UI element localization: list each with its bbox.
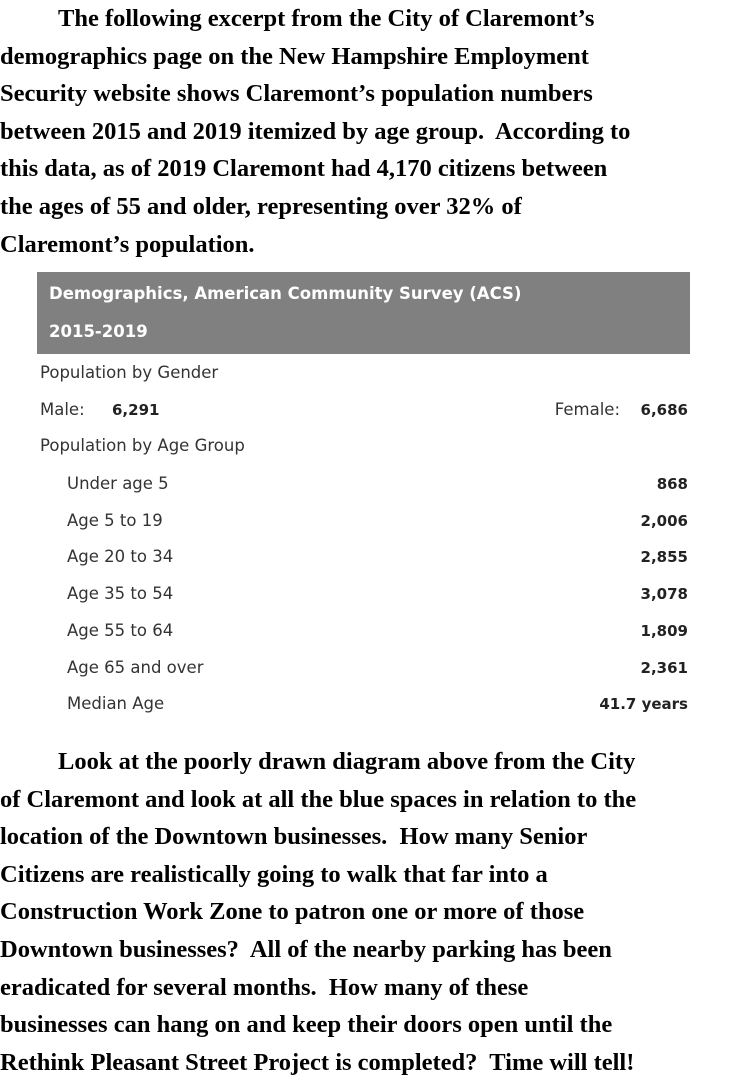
paragraph-line: this data, as of 2019 Claremont had 4,17… <box>0 155 608 183</box>
paragraph-line: location of the Downtown businesses. How… <box>0 823 588 851</box>
age-label: Age 35 to 54 <box>67 584 174 604</box>
paragraph-line: Claremont’s population. <box>0 230 255 258</box>
age-value: 2,855 <box>640 548 688 567</box>
age-label: Age 55 to 64 <box>67 620 174 640</box>
table-header-text: 2015-2019 <box>49 322 148 341</box>
field-label: Male: <box>40 400 85 419</box>
paragraph-line: between 2015 and 2019 itemized by age gr… <box>0 117 631 145</box>
age-value: 868 <box>656 475 688 493</box>
section-label: Population by Gender <box>40 363 219 382</box>
paragraph-line: Downtown businesses? All of the nearby p… <box>0 936 612 963</box>
paragraph-line: businesses can hang on and keep their do… <box>0 1011 613 1039</box>
paragraph-line: Construction Work Zone to patron one or … <box>0 898 585 926</box>
paragraph-line: Look at the poorly drawn diagram above f… <box>58 748 636 775</box>
paragraph-line: Rethink Pleasant Street Project is compl… <box>0 1048 635 1076</box>
paragraph-line: the ages of 55 and older, representing o… <box>0 193 522 220</box>
paragraph-line: Citizens are realistically going to walk… <box>0 860 548 888</box>
table-header <box>37 272 690 354</box>
age-label: Under age 5 <box>67 474 169 493</box>
paragraph-line: of Claremont and look at all the blue sp… <box>0 785 637 813</box>
age-value: 2,361 <box>640 658 688 677</box>
age-label: Age 65 and over <box>67 657 204 677</box>
age-value: 2,006 <box>640 511 688 530</box>
field-value: 6,291 <box>112 401 160 419</box>
age-value: 41.7 years <box>599 695 688 714</box>
age-label: Age 20 to 34 <box>67 547 174 567</box>
table-header-text: Demographics, American Community Survey … <box>49 284 522 303</box>
section-label: Population by Age Group <box>40 436 245 455</box>
field-value: 6,686 <box>640 401 688 419</box>
age-value: 1,809 <box>640 621 688 640</box>
paragraph-line: Security website shows Claremont’s popul… <box>0 80 593 108</box>
field-label: Female: <box>554 400 620 419</box>
age-label: Age 5 to 19 <box>67 510 163 530</box>
paragraph-line: The following excerpt from the City of C… <box>58 5 595 32</box>
paragraph-line: eradicated for several months. How many … <box>0 973 529 1001</box>
paragraph-line: demographics page on the New Hampshire E… <box>0 42 589 70</box>
age-value: 3,078 <box>640 585 688 604</box>
age-label: Median Age <box>67 694 165 714</box>
